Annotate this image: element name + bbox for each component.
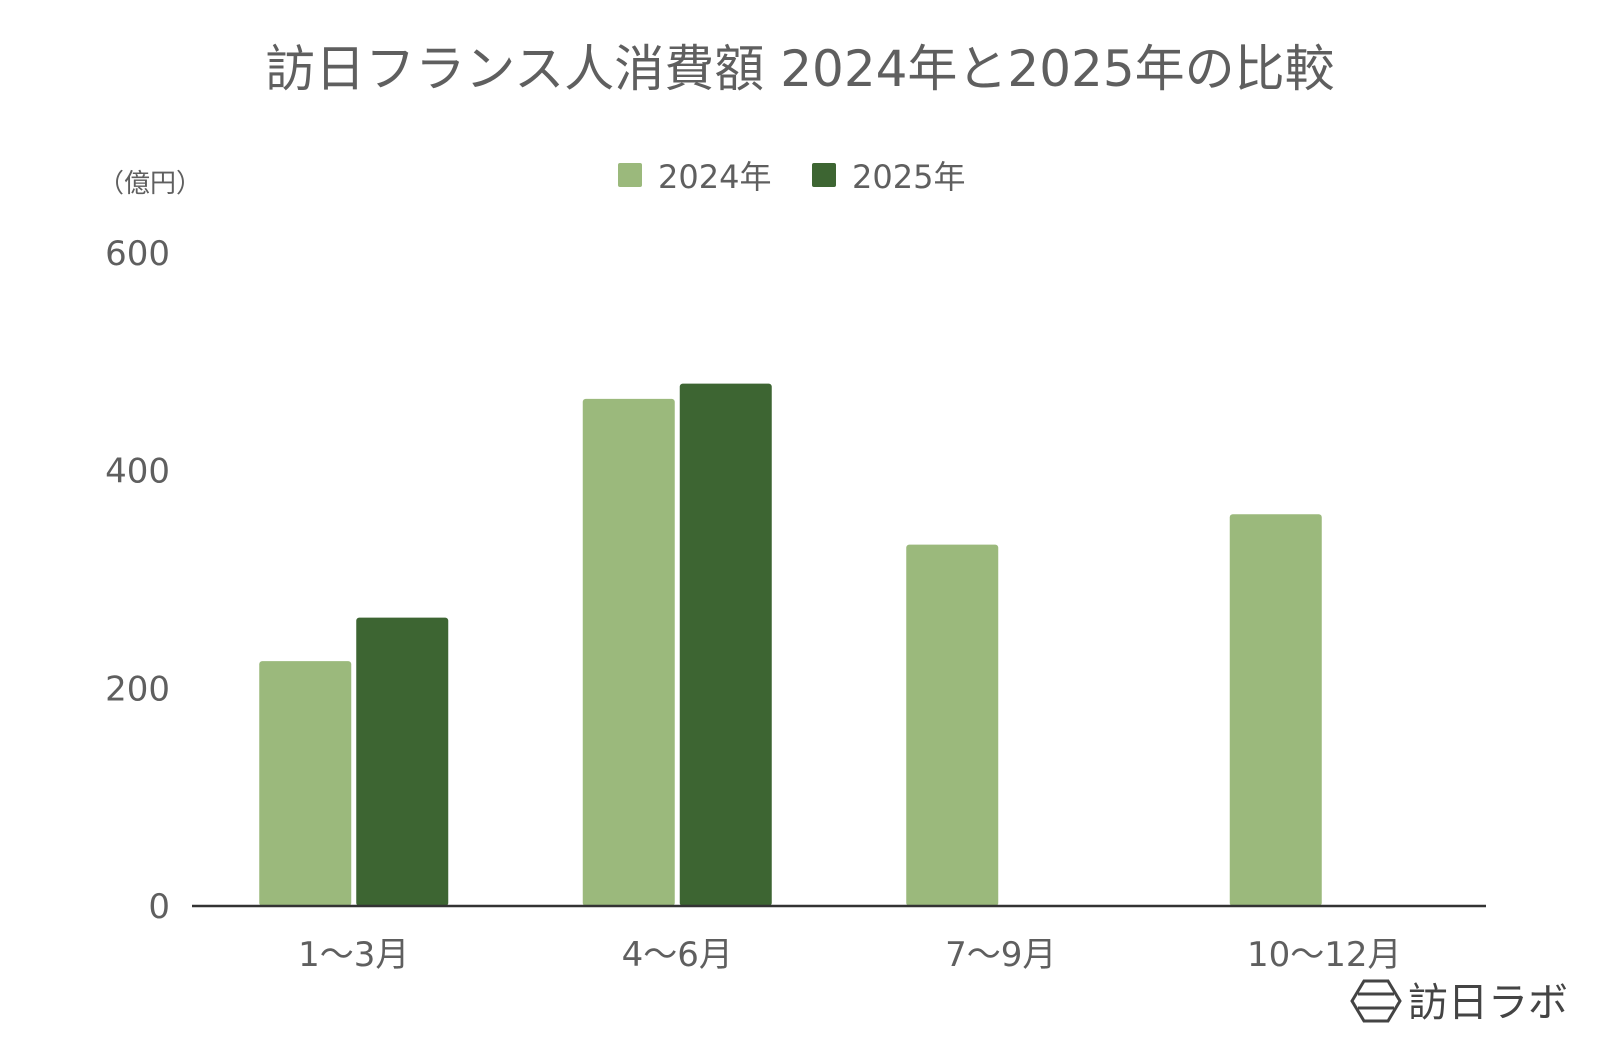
- x-category-label: 1〜3月: [298, 935, 409, 975]
- y-tick-label: 200: [105, 669, 170, 709]
- x-category-label: 10〜12月: [1247, 935, 1402, 975]
- x-axis-labels: 1〜3月 4〜6月 7〜9月 10〜12月: [298, 935, 1401, 975]
- legend-label: 2025年: [852, 158, 965, 196]
- bar-series1: [1229, 514, 1322, 906]
- x-category-label: 7〜9月: [945, 935, 1056, 975]
- chart-title: 訪日フランス人消費額 2024年と2025年の比較: [265, 40, 1334, 98]
- bar-series1: [259, 661, 352, 906]
- legend: 2024年 2025年: [618, 158, 965, 196]
- bar-series2: [356, 617, 449, 906]
- bar-series2: [679, 383, 772, 907]
- legend-swatch: [618, 163, 642, 187]
- legend-label: 2024年: [658, 158, 771, 196]
- hexagon-logo-icon: [1350, 979, 1402, 1023]
- y-tick-label: 400: [105, 452, 170, 492]
- y-tick-label: 0: [148, 887, 170, 927]
- x-category-label: 4〜6月: [622, 935, 733, 975]
- bar-series1: [906, 544, 999, 906]
- brand-logo: 訪日ラボ: [1350, 979, 1568, 1026]
- brand-name: 訪日ラボ: [1408, 980, 1568, 1026]
- bar-series1: [582, 398, 675, 906]
- y-tick-label: 600: [105, 234, 170, 274]
- y-axis-ticks: 0 200 400 600: [105, 234, 170, 927]
- legend-swatch: [812, 163, 836, 187]
- bars: [259, 383, 1322, 907]
- y-axis-unit-label: （億円）: [98, 169, 202, 199]
